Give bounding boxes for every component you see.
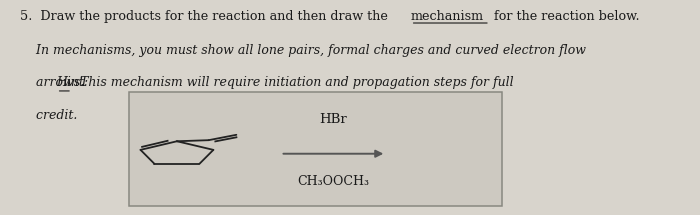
- Text: In mechanisms, you must show all lone pairs, formal charges and curved electron : In mechanisms, you must show all lone pa…: [20, 44, 586, 57]
- Text: Hint:: Hint:: [57, 76, 89, 89]
- Text: CH₃OOCH₃: CH₃OOCH₃: [298, 175, 370, 188]
- Text: credit.: credit.: [20, 109, 77, 121]
- Text: arrows.: arrows.: [20, 76, 88, 89]
- Bar: [129, 92, 502, 206]
- Text: mechanism: mechanism: [411, 10, 484, 23]
- Text: HBr: HBr: [319, 113, 347, 126]
- Text: 5.  Draw the products for the reaction and then draw the: 5. Draw the products for the reaction an…: [20, 10, 392, 23]
- Text: This mechanism will require initiation and propagation steps for full: This mechanism will require initiation a…: [72, 76, 514, 89]
- Text: for the reaction below.: for the reaction below.: [490, 10, 640, 23]
